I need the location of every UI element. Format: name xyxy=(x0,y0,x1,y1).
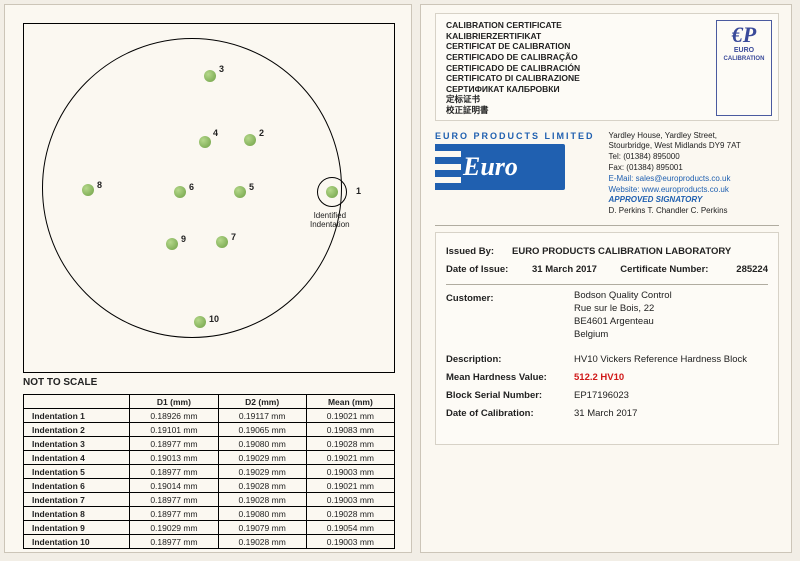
serial-value: EP17196023 xyxy=(574,387,629,405)
mean-hardness-label: Mean Hardness Value: xyxy=(446,369,574,387)
description-label: Description: xyxy=(446,351,574,369)
table-row: Indentation 40.19013 mm0.19029 mm0.19021… xyxy=(24,451,395,465)
indentation-dot-3 xyxy=(204,70,216,82)
table-row: Indentation 50.18977 mm0.19029 mm0.19003… xyxy=(24,465,395,479)
certificate-details: Issued By: EURO PRODUCTS CALIBRATION LAB… xyxy=(435,232,779,445)
customer-address: Bodson Quality Control Rue sur le Bois, … xyxy=(574,290,672,341)
certificate-title-line: CERTIFICAT DE CALIBRATION xyxy=(446,41,716,52)
indentation-label-10: 10 xyxy=(209,314,219,324)
address-tel: Tel: (01384) 895000 xyxy=(609,152,779,163)
not-to-scale-label: NOT TO SCALE xyxy=(23,377,393,388)
logo-caption-2: CALIBRATION xyxy=(719,56,769,62)
calibration-date-value: 31 March 2017 xyxy=(574,405,637,423)
address-fax: Fax: (01384) 895001 xyxy=(609,163,779,174)
address-email: E-Mail: sales@europroducts.co.uk xyxy=(609,174,779,185)
logo-caption: EURO xyxy=(719,47,769,54)
table-header: D2 (mm) xyxy=(218,395,306,409)
table-row: Indentation 30.18977 mm0.19080 mm0.19028… xyxy=(24,437,395,451)
address-website: Website: www.europroducts.co.uk xyxy=(609,185,779,196)
certificate-title-line: CALIBRATION CERTIFICATE xyxy=(446,20,716,31)
indentation-dot-8 xyxy=(82,184,94,196)
indentation-label-6: 6 xyxy=(189,182,194,192)
table-row: Indentation 60.19014 mm0.19028 mm0.19021… xyxy=(24,479,395,493)
customer-label: Customer: xyxy=(446,290,574,341)
certificate-header: CALIBRATION CERTIFICATEKALIBRIERZERTIFIK… xyxy=(435,13,779,121)
table-row: Indentation 20.19101 mm0.19065 mm0.19083… xyxy=(24,423,395,437)
address-line: Yardley House, Yardley Street, xyxy=(609,131,779,142)
table-header: Mean (mm) xyxy=(306,395,394,409)
date-issue-value: 31 March 2017 xyxy=(532,261,620,279)
date-issue-label: Date of Issue: xyxy=(446,261,532,279)
euro-calibration-logo: €P EURO CALIBRATION xyxy=(716,20,772,116)
certificate-title-line: CERTIFICATO DI CALIBRAZIONE xyxy=(446,73,716,84)
indentation-label-9: 9 xyxy=(181,234,186,244)
company-address: Yardley House, Yardley Street, Stourbrid… xyxy=(609,131,779,217)
cert-number-value: 285224 xyxy=(736,261,768,279)
indentation-diagram: 1 2 3 4 5 6 7 8 9 10 IdentifiedIndentation xyxy=(23,23,395,373)
table-row: Indentation 90.19029 mm0.19079 mm0.19054… xyxy=(24,521,395,535)
indentation-dot-6 xyxy=(174,186,186,198)
identified-marker-circle xyxy=(317,177,347,207)
divider xyxy=(435,225,779,226)
indentation-label-3: 3 xyxy=(219,64,224,74)
diagram-page: 1 2 3 4 5 6 7 8 9 10 IdentifiedIndentation NOT TO… xyxy=(4,4,412,553)
issued-by-value: EURO PRODUCTS CALIBRATION LABORATORY xyxy=(512,243,731,261)
address-line: Stourbridge, West Midlands DY9 7AT xyxy=(609,141,779,152)
company-name: EURO PRODUCTS LIMITED xyxy=(435,131,595,141)
cert-number-label: Certificate Number: xyxy=(620,261,736,279)
table-header xyxy=(24,395,130,409)
certificate-titles: CALIBRATION CERTIFICATEKALIBRIERZERTIFIK… xyxy=(446,20,716,116)
certificate-title-line: CERTIFICADO DE CALIBRAÇÃO xyxy=(446,52,716,63)
indentation-label-8: 8 xyxy=(97,180,102,190)
logo-initials: €P xyxy=(719,25,769,45)
signatory-names: D. Perkins T. Chandler C. Perkins xyxy=(609,206,779,217)
indentation-label-2: 2 xyxy=(259,128,264,138)
indentation-dot-2 xyxy=(244,134,256,146)
indentation-dot-10 xyxy=(194,316,206,328)
certificate-title-line: CERTIFICADO DE CALIBRACIÓN xyxy=(446,63,716,74)
certificate-title-line: СЕРТИФИКАТ КАЛБРОВКИ xyxy=(446,84,716,95)
serial-label: Block Serial Number: xyxy=(446,387,574,405)
table-row: Indentation 100.18977 mm0.19028 mm0.1900… xyxy=(24,535,395,549)
indentation-label-4: 4 xyxy=(213,128,218,138)
mean-hardness-value: 512.2 HV10 xyxy=(574,369,624,387)
euro-brand-logo: Euro xyxy=(435,144,565,190)
certificate-title-line: 校正証明書 xyxy=(446,105,716,116)
approved-signatory-label: APPROVED SIGNATORY xyxy=(609,195,779,206)
indentation-label-5: 5 xyxy=(249,182,254,192)
issued-by-label: Issued By: xyxy=(446,243,512,261)
indentation-dot-9 xyxy=(166,238,178,250)
calibration-date-label: Date of Calibration: xyxy=(446,405,574,423)
table-row: Indentation 10.18926 mm0.19117 mm0.19021… xyxy=(24,409,395,423)
table-row: Indentation 70.18977 mm0.19028 mm0.19003… xyxy=(24,493,395,507)
company-info-row: EURO PRODUCTS LIMITED Euro Yardley House… xyxy=(435,131,779,217)
description-value: HV10 Vickers Reference Hardness Block xyxy=(574,351,747,369)
indentation-label-7: 7 xyxy=(231,232,236,242)
certificate-title-line: KALIBRIERZERTIFIKAT xyxy=(446,31,716,42)
indentation-dot-4 xyxy=(199,136,211,148)
certificate-title-line: 定标证书 xyxy=(446,94,716,105)
indentation-label-1: 1 xyxy=(356,186,361,196)
table-row: Indentation 80.18977 mm0.19080 mm0.19028… xyxy=(24,507,395,521)
company-left: EURO PRODUCTS LIMITED Euro xyxy=(435,131,595,190)
indentation-data-table: D1 (mm)D2 (mm)Mean (mm) Indentation 10.1… xyxy=(23,394,395,549)
identified-indentation-label: IdentifiedIndentation xyxy=(310,212,350,230)
indentation-dot-7 xyxy=(216,236,228,248)
indentation-dot-5 xyxy=(234,186,246,198)
certificate-page: CALIBRATION CERTIFICATEKALIBRIERZERTIFIK… xyxy=(420,4,792,553)
table-header: D1 (mm) xyxy=(130,395,218,409)
